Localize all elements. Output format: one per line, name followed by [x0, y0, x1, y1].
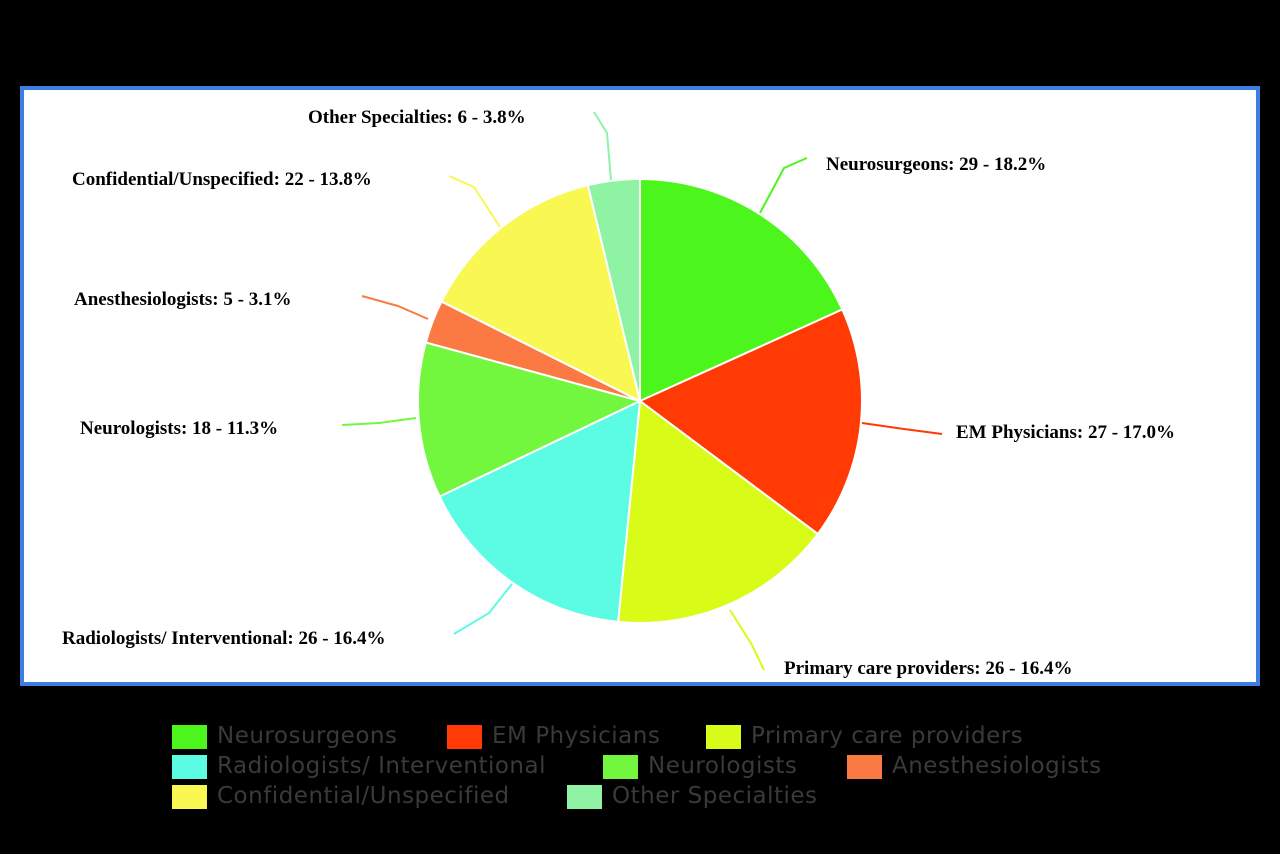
leader-line-anesthesiologists — [361, 295, 429, 320]
legend-swatch — [706, 725, 741, 749]
legend-label: Neurologists — [648, 753, 798, 779]
legend-label: Other Specialties — [612, 783, 818, 809]
leader-line-confidential-unspecified — [448, 175, 501, 228]
legend-label: Radiologists/ Interventional — [217, 753, 546, 779]
slice-label-em-physicians: EM Physicians: 27 - 17.0% — [956, 422, 1175, 443]
leader-line-other-specialties — [593, 111, 612, 181]
legend-swatch — [447, 725, 482, 749]
slice-label-other-specialties: Other Specialties: 6 - 3.8% — [308, 107, 526, 128]
pie-slice-neurosurgeons — [639, 177, 844, 403]
pie-slice-neurologists — [417, 341, 643, 498]
legend-label: EM Physicians — [492, 723, 661, 749]
slice-label-primary-care-providers: Primary care providers: 26 - 16.4% — [784, 658, 1072, 679]
slice-label-radiologists-interventional: Radiologists/ Interventional: 26 - 16.4% — [62, 628, 386, 649]
legend-swatch — [847, 755, 882, 779]
slice-label-neurosurgeons: Neurosurgeons: 29 - 18.2% — [826, 154, 1046, 175]
legend-swatch — [172, 785, 207, 809]
slice-labels: Neurosurgeons: 29 - 18.2% EM Physicians: … — [62, 107, 1175, 679]
pie-slice-other-specialties — [586, 177, 641, 402]
pie-chart: Neurosurgeons: 29 - 18.2% EM Physicians: … — [62, 107, 1175, 679]
legend-label: Confidential/Unspecified — [217, 783, 510, 809]
leader-line-radiologists-interventional — [453, 583, 513, 635]
legend-label: Primary care providers — [751, 723, 1024, 749]
chart-frame: Neurosurgeons: 29 - 18.2% EM Physicians: … — [20, 86, 1260, 686]
legend-swatch — [603, 755, 638, 779]
legend-label: Anesthesiologists — [892, 753, 1102, 779]
leader-line-primary-care-providers — [729, 609, 765, 671]
pie-slice-primary-care-providers — [617, 399, 820, 624]
pie-slice-radiologists-interventional — [438, 399, 642, 624]
leader-line-neurologists — [341, 417, 417, 426]
pie-slice-confidential-unspecified — [440, 184, 642, 403]
leader-line-neurosurgeons — [759, 157, 808, 214]
legend-swatch — [172, 755, 207, 779]
pie-slices — [417, 177, 864, 624]
legend-swatch — [172, 725, 207, 749]
slice-label-confidential-unspecified: Confidential/Unspecified: 22 - 13.8% — [72, 169, 372, 190]
legend-label: Neurosurgeons — [217, 723, 398, 749]
leader-lines — [341, 111, 943, 671]
slice-label-anesthesiologists: Anesthesiologists: 5 - 3.1% — [74, 289, 291, 310]
pie-slice-em-physicians — [638, 308, 864, 536]
leader-line-em-physicians — [861, 422, 943, 435]
slice-label-neurologists: Neurologists: 18 - 11.3% — [80, 418, 278, 439]
legend-swatch — [567, 785, 602, 809]
